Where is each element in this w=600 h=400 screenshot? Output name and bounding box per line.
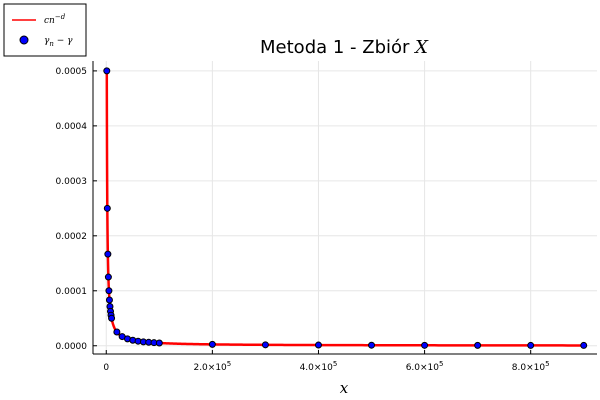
data-point (105, 296, 113, 304)
chart-title-main: Metoda 1 - Zbiór (260, 37, 415, 58)
data-point (527, 341, 535, 349)
y-tick-label: 0.0000 (56, 342, 88, 352)
x-axis-ticks: 0 2.0×105 4.0×105 6.0×105 8.0×105 (103, 350, 550, 373)
axes (92, 61, 597, 355)
x-axis-label: x (340, 379, 349, 397)
x-tick-label: 2.0×105 (193, 360, 231, 373)
data-point (104, 250, 112, 258)
legend-label-curve: cn−d (44, 13, 66, 26)
data-point (580, 341, 588, 349)
y-tick-label: 0.0005 (56, 67, 88, 77)
data-point (104, 273, 112, 281)
data-point (421, 341, 429, 349)
legend-points-sub: n (49, 40, 54, 48)
legend: cn−d γn − γ (3, 3, 87, 57)
y-tick-label: 0.0001 (56, 287, 88, 297)
data-point (261, 341, 269, 349)
chart-title-italic: X (413, 37, 429, 58)
data-point (314, 341, 322, 349)
y-tick-label: 0.0002 (56, 232, 88, 242)
x-tick-label: 8.0×105 (512, 360, 550, 373)
y-tick-label: 0.0003 (56, 177, 88, 187)
legend-points-rest: − γ (54, 36, 73, 46)
x-tick-label: 6.0×105 (406, 360, 444, 373)
legend-curve-main: cn (44, 16, 55, 26)
data-point (208, 340, 216, 348)
legend-point-swatch (19, 35, 29, 45)
y-axis-ticks: 0.0000 0.0001 0.0002 0.0003 0.0004 0.0005 (56, 67, 97, 352)
data-point (103, 67, 111, 75)
y-tick-label: 0.0004 (56, 122, 88, 132)
data-point (113, 328, 121, 336)
series-points (103, 67, 588, 349)
data-point (474, 341, 482, 349)
data-point (108, 314, 116, 322)
data-point (155, 339, 163, 347)
data-point (368, 341, 376, 349)
legend-box (3, 3, 87, 57)
x-tick-label: 0 (103, 363, 109, 373)
legend-points-main: γ (44, 36, 50, 46)
chart-title: Metoda 1 - Zbiór X (260, 37, 429, 58)
legend-curve-sup: −d (55, 13, 66, 21)
legend-label-points: γn − γ (44, 36, 73, 48)
x-tick-label: 4.0×105 (300, 360, 338, 373)
data-point (105, 287, 113, 295)
data-point (103, 204, 111, 212)
